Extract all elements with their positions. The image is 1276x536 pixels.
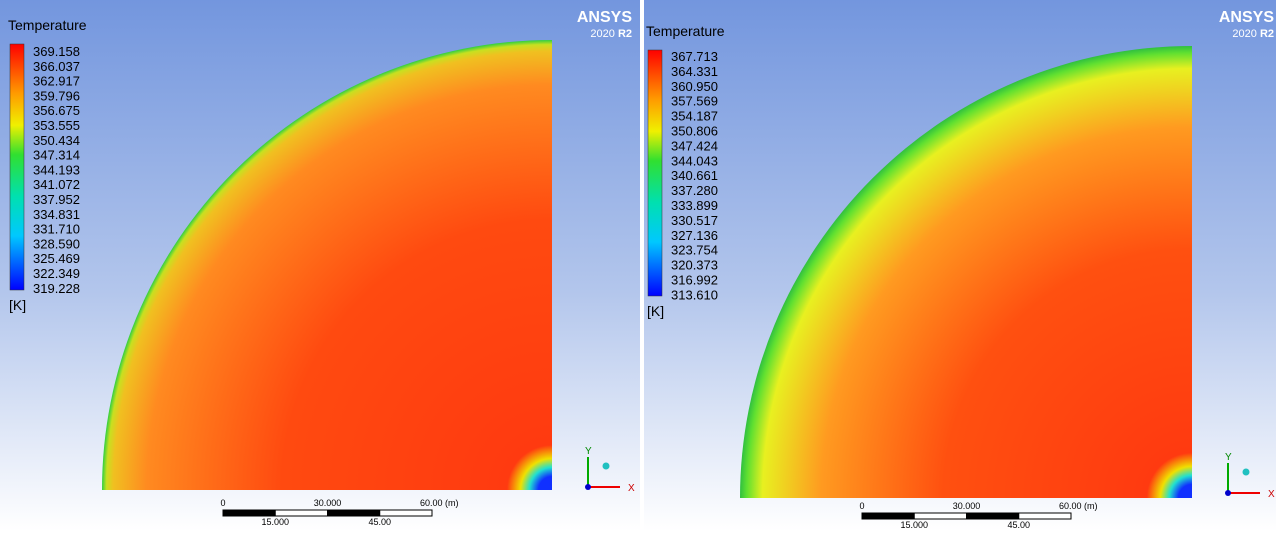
scale-label: 15.000 (261, 517, 289, 527)
legend-value: 357.569 (671, 94, 718, 109)
legend-value: 331.710 (33, 222, 80, 237)
legend-title: Temperature (8, 17, 87, 33)
axis-origin (585, 484, 591, 490)
axis-label: Y (1225, 452, 1232, 463)
legend-value: 354.187 (671, 109, 718, 124)
scale-label: 0 (220, 498, 225, 508)
axis-label: Y (585, 446, 592, 457)
legend-value: 347.424 (671, 138, 718, 153)
legend-value: 362.917 (33, 74, 80, 89)
legend-value: 327.136 (671, 228, 718, 243)
axis-origin (1225, 490, 1231, 496)
legend-value: 350.806 (671, 124, 718, 139)
scale-segment (1019, 513, 1071, 519)
legend-value: 344.193 (33, 162, 80, 177)
scale-label: 30.000 (953, 501, 981, 511)
legend-value: 366.037 (33, 59, 80, 74)
release: R2 (1260, 28, 1274, 40)
legend-value: 333.899 (671, 198, 718, 213)
legend-value: 313.610 (671, 287, 718, 302)
scale-segment (223, 510, 275, 516)
legend-value: 347.314 (33, 148, 80, 163)
scale-segment (862, 513, 914, 519)
scale-segment (328, 510, 380, 516)
logo: ANSYS (1219, 9, 1274, 26)
legend-value: 364.331 (671, 64, 718, 79)
legend-value: 367.713 (671, 49, 718, 64)
axis-label: X (1268, 489, 1275, 500)
legend-unit: [K] (9, 297, 26, 313)
logo: ANSYS (577, 9, 632, 26)
legend-value: 341.072 (33, 177, 80, 192)
legend-bar (10, 44, 24, 290)
legend-value: 330.517 (671, 213, 718, 228)
scale-segment (380, 510, 432, 516)
scale-label: 30.000 (314, 498, 342, 508)
legend-value: 356.675 (33, 103, 80, 118)
scale-label: 45.00 (368, 517, 391, 527)
legend-value: 316.992 (671, 273, 718, 288)
screenshot: Temperature369.158366.037362.917359.7963… (0, 0, 1276, 531)
legend-value: 337.952 (33, 192, 80, 207)
legend-value: 344.043 (671, 153, 718, 168)
scale-label: 60.00 (m) (1059, 501, 1098, 511)
scale-label: 60.00 (m) (420, 498, 459, 508)
legend-title: Temperature (646, 23, 725, 39)
legend-value: 360.950 (671, 79, 718, 94)
legend-value: 320.373 (671, 258, 718, 273)
legend-value: 350.434 (33, 133, 80, 148)
legend-value: 325.469 (33, 251, 80, 266)
axis-z (603, 463, 610, 470)
axis-label: X (628, 483, 635, 494)
legend-value: 359.796 (33, 88, 80, 103)
legend-unit: [K] (647, 303, 664, 319)
logo-version: 2020 R2 (590, 28, 632, 40)
legend-value: 369.158 (33, 44, 80, 59)
legend-value: 334.831 (33, 207, 80, 222)
legend-value: 340.661 (671, 168, 718, 183)
axis-z (1243, 469, 1250, 476)
release: R2 (618, 28, 632, 40)
version: 2020 (590, 28, 618, 40)
legend-value: 322.349 (33, 266, 80, 281)
legend-value: 337.280 (671, 183, 718, 198)
legend-value: 319.228 (33, 281, 80, 296)
logo-version: 2020 R2 (1232, 28, 1274, 40)
scale-label: 0 (859, 501, 864, 511)
scale-segment (967, 513, 1019, 519)
legend-value: 323.754 (671, 243, 718, 258)
scale-segment (914, 513, 966, 519)
scale-label: 45.00 (1007, 520, 1030, 530)
version: 2020 (1232, 28, 1260, 40)
scale-label: 15.000 (900, 520, 928, 530)
scale-segment (275, 510, 327, 516)
legend-value: 353.555 (33, 118, 80, 133)
legend-bar (648, 50, 662, 296)
legend-value: 328.590 (33, 236, 80, 251)
